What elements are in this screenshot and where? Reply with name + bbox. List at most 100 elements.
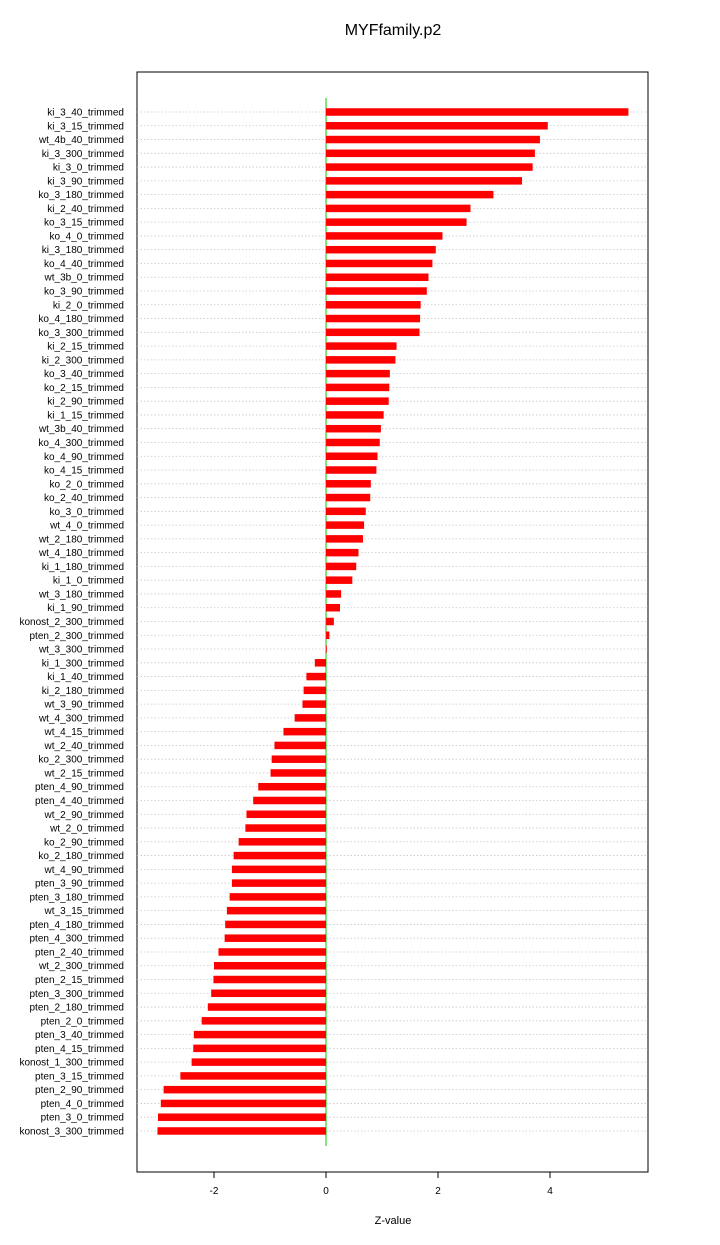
bar <box>326 204 471 213</box>
bar <box>326 108 629 116</box>
category-label: ko_4_180_trimmed <box>38 314 124 325</box>
bar <box>238 838 326 846</box>
bar <box>218 948 326 956</box>
category-label: pten_2_300_trimmed <box>29 631 124 642</box>
bar <box>326 480 371 488</box>
category-label: ko_4_40_trimmed <box>44 259 124 270</box>
category-label: ko_2_15_trimmed <box>44 383 124 394</box>
bar <box>201 1017 326 1025</box>
category-label: pten_3_40_trimmed <box>35 1030 124 1041</box>
bar <box>326 356 396 364</box>
bar <box>326 424 381 433</box>
bar <box>213 975 326 984</box>
bar <box>326 218 467 226</box>
bar <box>224 934 326 942</box>
category-label: ko_3_90_trimmed <box>44 287 124 298</box>
category-label: wt_3_90_trimmed <box>44 700 124 711</box>
bar <box>231 865 326 874</box>
bar <box>294 714 326 722</box>
category-label: wt_2_15_trimmed <box>44 768 124 779</box>
bar <box>226 906 326 915</box>
category-label: pten_3_90_trimmed <box>35 879 124 890</box>
bar <box>253 796 326 805</box>
bar <box>326 122 548 130</box>
category-label: pten_4_300_trimmed <box>29 934 124 945</box>
category-label: pten_2_40_trimmed <box>35 947 124 958</box>
bar <box>306 672 326 681</box>
category-label: wt_3b_0_trimmed <box>44 273 124 284</box>
bar <box>246 810 326 819</box>
bar <box>326 383 390 392</box>
bar <box>326 617 334 626</box>
bar <box>326 576 353 584</box>
bar <box>326 438 380 447</box>
x-axis-title: Z-value <box>374 1215 412 1227</box>
bar <box>326 507 366 516</box>
category-label: ko_2_0_trimmed <box>50 479 124 490</box>
category-label: ko_4_0_trimmed <box>50 231 124 242</box>
bar <box>326 190 494 199</box>
category-label: konost_1_300_trimmed <box>19 1058 124 1069</box>
x-tick-label: -2 <box>210 1186 219 1197</box>
bar <box>191 1058 326 1066</box>
category-label: wt_4_90_trimmed <box>44 865 124 876</box>
bar <box>157 1127 326 1135</box>
category-label: wt_2_40_trimmed <box>44 741 124 752</box>
bar <box>326 287 427 295</box>
category-label: wt_4b_40_trimmed <box>38 135 124 146</box>
category-label: wt_2_0_trimmed <box>49 824 124 835</box>
bar <box>283 727 326 736</box>
bar <box>158 1113 326 1121</box>
bar <box>326 493 371 502</box>
bar <box>225 920 326 929</box>
category-label: ki_1_15_trimmed <box>47 410 124 421</box>
category-label: pten_2_90_trimmed <box>35 1085 124 1096</box>
category-label: wt_3_300_trimmed <box>38 645 124 656</box>
category-label: ki_3_300_trimmed <box>42 149 124 160</box>
category-label: ki_1_40_trimmed <box>47 672 124 683</box>
bar <box>326 548 359 557</box>
category-label: wt_4_300_trimmed <box>38 713 124 724</box>
bar <box>303 686 326 695</box>
category-label: ki_1_0_trimmed <box>53 576 124 587</box>
category-label: pten_2_180_trimmed <box>29 1003 124 1014</box>
bar <box>233 851 326 860</box>
bar <box>326 452 378 460</box>
category-label: ko_2_90_trimmed <box>44 837 124 848</box>
bar <box>231 879 326 887</box>
category-label: ki_1_90_trimmed <box>47 603 124 614</box>
bar <box>326 328 420 337</box>
category-label: ko_3_300_trimmed <box>38 328 124 339</box>
category-label: ko_2_300_trimmed <box>38 755 124 766</box>
bar <box>180 1072 326 1080</box>
category-label: pten_2_0_trimmed <box>41 1016 124 1027</box>
category-label: pten_3_15_trimmed <box>35 1071 124 1082</box>
bar <box>245 824 326 832</box>
bar <box>302 700 326 708</box>
bar <box>326 397 389 405</box>
category-label: ki_3_15_trimmed <box>47 121 124 132</box>
bar <box>193 1030 326 1039</box>
bar <box>211 989 326 998</box>
bar <box>326 135 540 144</box>
bar <box>326 369 390 378</box>
category-label: pten_4_40_trimmed <box>35 796 124 807</box>
category-label: pten_3_0_trimmed <box>41 1113 124 1124</box>
bar <box>326 163 533 171</box>
category-label: ko_2_180_trimmed <box>38 851 124 862</box>
category-label: wt_4_0_trimmed <box>49 521 124 532</box>
category-label: ki_2_15_trimmed <box>47 342 124 353</box>
category-label: ko_4_15_trimmed <box>44 466 124 477</box>
category-label: ko_4_300_trimmed <box>38 438 124 449</box>
category-label: ko_3_15_trimmed <box>44 218 124 229</box>
category-label: wt_3b_40_trimmed <box>38 424 124 435</box>
bar <box>326 232 443 240</box>
bar <box>326 245 436 254</box>
bar <box>326 631 330 640</box>
bar <box>326 466 377 474</box>
category-label: ki_2_90_trimmed <box>47 397 124 408</box>
bar <box>326 177 522 185</box>
category-label: ki_3_180_trimmed <box>42 245 124 256</box>
bar <box>160 1099 326 1108</box>
bar <box>193 1044 326 1053</box>
